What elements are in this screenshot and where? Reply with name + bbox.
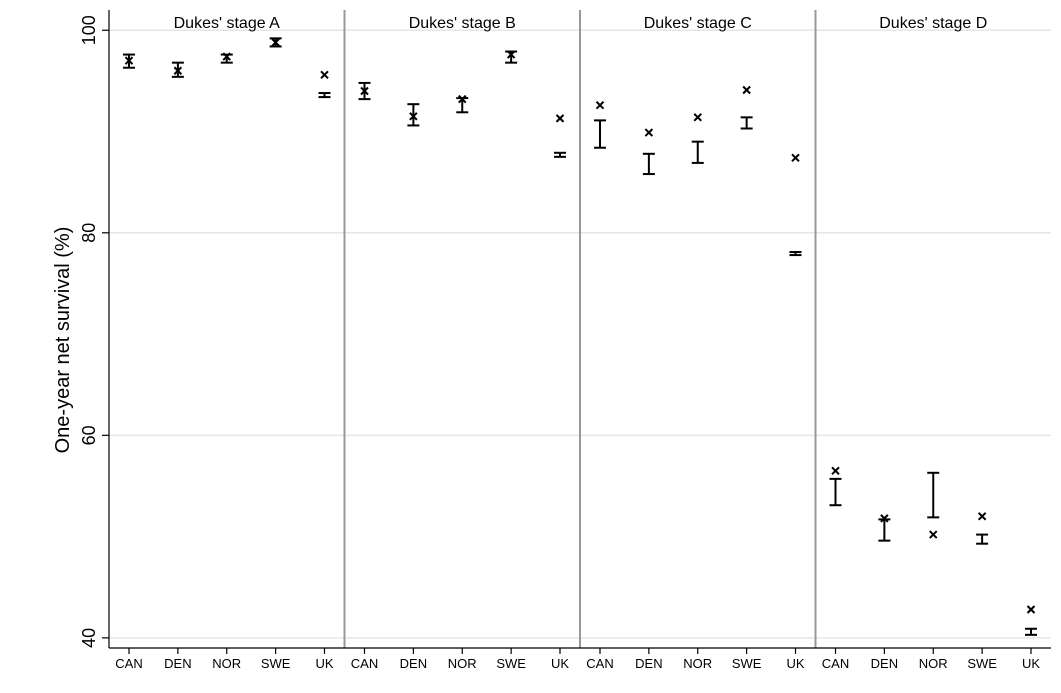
x-tick-label: DEN <box>164 656 191 671</box>
confidence-interval <box>318 92 331 99</box>
point-marker <box>880 514 889 523</box>
y-tick-label: 100 <box>79 15 99 45</box>
point-marker <box>124 56 134 65</box>
x-tick-label: SWE <box>967 656 997 671</box>
point-marker <box>693 113 702 122</box>
point-stroke <box>644 128 654 137</box>
point-stroke <box>880 514 889 523</box>
confidence-interval <box>691 140 704 164</box>
point-stroke <box>831 466 840 475</box>
x-tick-label: UK <box>1022 656 1040 671</box>
panel-titles: Dukes' stage A Dukes' stage B Dukes' stage… <box>174 15 988 32</box>
axes: 40 60 80 100 CAN DEN NOR SWE UK CAN DEN NOR SWE UK CAN… <box>79 10 1051 671</box>
x-tick-label: NOR <box>919 656 948 671</box>
confidence-interval <box>1025 627 1037 636</box>
x-tick-label: SWE <box>732 656 762 671</box>
confidence-interval <box>594 119 606 149</box>
confidence-interval <box>407 103 420 127</box>
x-tick-label: NOR <box>683 656 712 671</box>
x-tick-label: SWE <box>261 656 291 671</box>
point-stroke <box>409 112 418 121</box>
point-stroke <box>595 100 605 110</box>
point-stroke <box>173 66 183 75</box>
confidence-interval <box>829 477 842 507</box>
panel-title: Dukes' stage A <box>174 15 281 32</box>
confidence-interval <box>740 116 753 130</box>
panel-title: Dukes' stage D <box>879 15 987 32</box>
point-stroke <box>555 114 565 123</box>
point-marker <box>320 70 329 80</box>
confidence-interval <box>976 533 989 545</box>
point-marker <box>222 52 231 61</box>
point-marker <box>929 530 938 539</box>
data-marks <box>123 37 1037 636</box>
point-stroke <box>124 56 134 65</box>
x-tick-label: UK <box>315 656 333 671</box>
y-axis-label: One-year net survival (%) <box>52 227 74 454</box>
point-stroke <box>977 512 987 521</box>
x-tick-label: CAN <box>822 656 849 671</box>
point-stroke <box>791 153 800 163</box>
confidence-interval <box>878 518 891 542</box>
confidence-interval <box>927 471 940 519</box>
point-marker <box>458 94 467 104</box>
x-tick-label: CAN <box>351 656 378 671</box>
confidence-interval <box>789 251 802 257</box>
confidence-interval <box>554 151 566 158</box>
x-tick-label: DEN <box>635 656 662 671</box>
y-tick-label: 40 <box>79 628 99 648</box>
point-marker <box>595 100 605 110</box>
x-tick-label: SWE <box>496 656 526 671</box>
y-tick-label: 60 <box>79 425 99 445</box>
point-marker <box>173 66 183 75</box>
point-stroke <box>222 52 231 61</box>
point-stroke <box>458 94 467 104</box>
x-tick-label: NOR <box>212 656 241 671</box>
point-marker <box>831 466 840 475</box>
point-marker <box>409 112 418 121</box>
point-marker <box>1026 605 1036 614</box>
x-tick-label: UK <box>551 656 569 671</box>
panel-title: Dukes' stage C <box>644 15 752 32</box>
point-marker <box>360 86 369 96</box>
point-stroke <box>929 530 938 539</box>
x-tick-label: DEN <box>400 656 427 671</box>
point-stroke <box>1026 605 1036 614</box>
point-stroke <box>320 70 329 80</box>
x-tick-label: DEN <box>871 656 898 671</box>
point-marker <box>977 512 987 521</box>
point-stroke <box>693 113 702 122</box>
point-marker <box>555 114 565 123</box>
panel-dividers <box>343 10 817 648</box>
point-stroke <box>742 85 751 95</box>
x-tick-label: NOR <box>448 656 477 671</box>
y-tick-label: 80 <box>79 223 99 243</box>
x-tick-label: CAN <box>586 656 613 671</box>
point-marker <box>271 38 280 47</box>
point-marker <box>644 128 654 137</box>
point-marker <box>791 153 800 163</box>
point-marker <box>506 50 516 59</box>
confidence-interval <box>642 152 655 176</box>
point-stroke <box>506 50 516 59</box>
point-stroke <box>360 86 369 96</box>
point-marker <box>742 85 751 95</box>
panel-title: Dukes' stage B <box>409 15 516 32</box>
x-tick-label: UK <box>786 656 804 671</box>
point-stroke <box>271 38 280 47</box>
x-tick-label: CAN <box>115 656 142 671</box>
